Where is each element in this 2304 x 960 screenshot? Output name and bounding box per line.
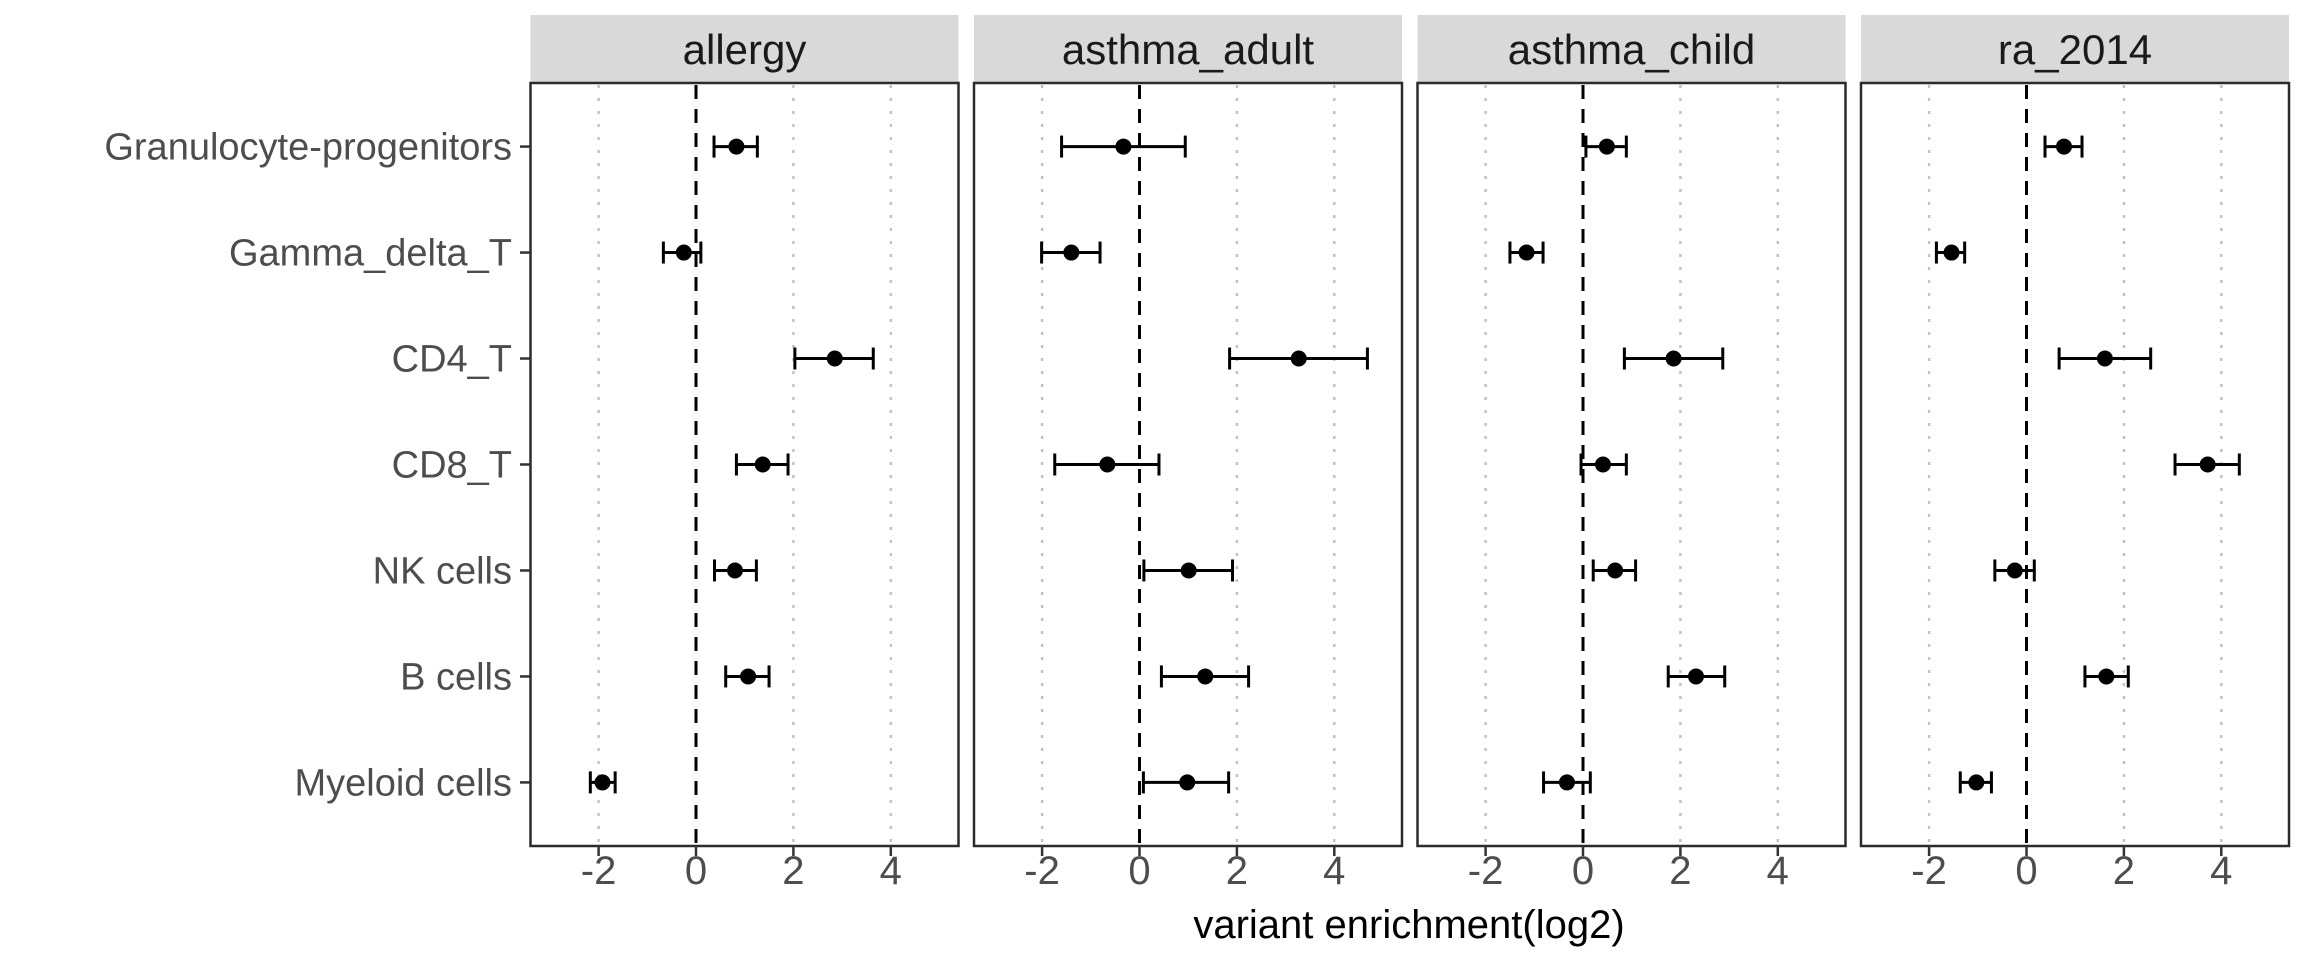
facet-title: ra_2014	[1998, 26, 2152, 73]
estimate-point	[728, 138, 745, 155]
estimate-point	[726, 562, 743, 579]
y-axis-label: CD4_T	[392, 339, 512, 381]
estimate-point	[1665, 350, 1682, 367]
data-row	[1508, 241, 1545, 264]
facet-panel: allergy -2 0 2 4	[529, 15, 960, 893]
data-row	[588, 771, 617, 794]
estimate-point	[2006, 562, 2023, 579]
x-tick-label: 2	[1669, 849, 1691, 893]
y-axis-label: Gamma_delta_T	[229, 233, 512, 275]
data-row	[1142, 559, 1235, 582]
estimate-point	[1099, 456, 1116, 473]
estimate-point	[594, 774, 611, 791]
x-tick-label: -2	[581, 849, 617, 893]
data-row	[1666, 665, 1727, 688]
data-row	[724, 665, 771, 688]
x-tick-label: -2	[1911, 849, 1947, 893]
data-row	[734, 453, 790, 476]
y-axis-label: NK cells	[373, 550, 512, 592]
x-tick-label: 0	[685, 849, 707, 893]
estimate-point	[826, 350, 843, 367]
estimate-point	[2096, 350, 2113, 367]
estimate-point	[1518, 244, 1535, 261]
data-row	[1958, 771, 1993, 794]
x-tick-label: 0	[2015, 849, 2037, 893]
estimate-point	[1607, 562, 1624, 579]
y-axis-label: B cells	[400, 656, 512, 698]
estimate-point	[2055, 138, 2072, 155]
data-row	[1141, 771, 1231, 794]
estimate-point	[2098, 668, 2115, 685]
data-row	[1934, 241, 1967, 264]
estimate-point	[1943, 244, 1960, 261]
x-tick-label: 4	[1767, 849, 1789, 893]
plot-generated-content: Granulocyte-progenitors Gamma_delta_T CD4_…	[104, 15, 2291, 893]
data-row	[1591, 559, 1638, 582]
facet-strip	[1861, 15, 2289, 83]
estimate-point	[1687, 668, 1704, 685]
facet-panel: asthma_child -2 0 2 4	[1416, 15, 1847, 893]
facet-strip	[1417, 15, 1846, 83]
data-row	[1040, 241, 1102, 264]
data-row	[2173, 453, 2241, 476]
x-tick-label: 2	[782, 849, 804, 893]
facet-strip	[530, 15, 959, 83]
facet-panel: ra_2014 -2 0 2 4	[1859, 15, 2291, 893]
estimate-point	[675, 244, 692, 261]
data-row	[793, 347, 875, 370]
data-row	[1579, 453, 1628, 476]
panel-box	[1416, 81, 1847, 848]
data-row	[1060, 135, 1187, 158]
estimate-point	[1197, 668, 1214, 685]
y-axis-label: Granulocyte-progenitors	[104, 127, 512, 169]
estimate-point	[1594, 456, 1611, 473]
estimate-point	[1179, 774, 1196, 791]
x-tick-label: 0	[1128, 849, 1150, 893]
data-row	[713, 559, 758, 582]
x-tick-label: 4	[880, 849, 902, 893]
estimate-point	[1968, 774, 1985, 791]
data-row	[1053, 453, 1161, 476]
data-row	[1584, 135, 1628, 158]
data-row	[1993, 559, 2036, 582]
x-tick-label: 0	[1572, 849, 1594, 893]
y-axis-label: Myeloid cells	[294, 762, 512, 804]
facet-title: asthma_adult	[1062, 26, 1314, 73]
data-row	[2057, 347, 2153, 370]
estimate-point	[1063, 244, 1080, 261]
estimate-point	[1598, 138, 1615, 155]
data-row	[661, 241, 703, 264]
x-tick-label: 4	[2210, 849, 2232, 893]
x-tick-label: 2	[2113, 849, 2135, 893]
data-row	[2043, 135, 2084, 158]
estimate-point	[2199, 456, 2216, 473]
data-row	[1228, 347, 1369, 370]
estimate-point	[1558, 774, 1575, 791]
x-tick-label: -2	[1024, 849, 1060, 893]
y-axis-label: CD8_T	[392, 445, 512, 487]
estimate-point	[1115, 138, 1132, 155]
x-tick-label: -2	[1468, 849, 1504, 893]
facet-title: asthma_child	[1508, 26, 1755, 73]
data-row	[1542, 771, 1592, 794]
panel-box	[972, 81, 1404, 848]
facet-panel: asthma_adult -2 0 2 4	[972, 15, 1404, 893]
data-row	[2083, 665, 2130, 688]
estimate-point	[754, 456, 771, 473]
estimate-point	[1180, 562, 1197, 579]
facet-strip	[974, 15, 1402, 83]
x-tick-label: 4	[1323, 849, 1345, 893]
data-row	[712, 135, 759, 158]
estimate-point	[1290, 350, 1307, 367]
x-tick-label: 2	[1226, 849, 1248, 893]
data-row	[1622, 347, 1725, 370]
facet-title: allergy	[683, 26, 807, 73]
estimate-point	[740, 668, 757, 685]
x-axis-title: variant enrichment(log2)	[1193, 903, 1624, 947]
data-row	[1159, 665, 1251, 688]
